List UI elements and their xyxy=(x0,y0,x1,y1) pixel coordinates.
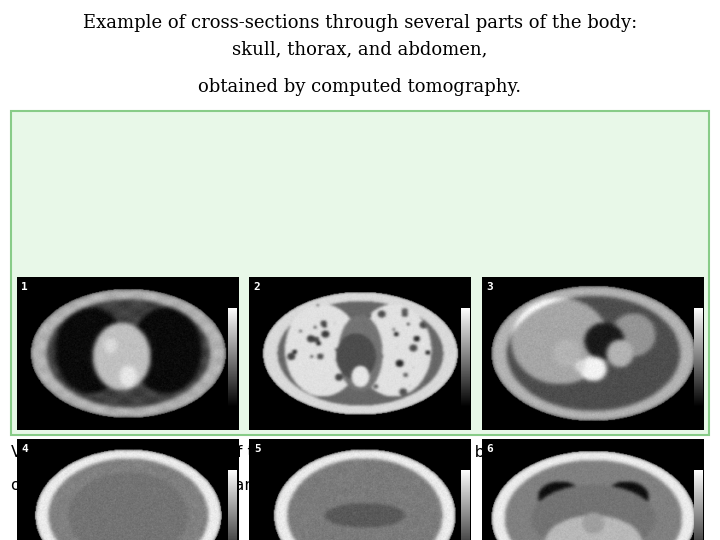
Text: skull, thorax, and abdomen,: skull, thorax, and abdomen, xyxy=(233,40,487,58)
Text: Visualization of the values of the attenuation coefficients by way: Visualization of the values of the atten… xyxy=(11,446,532,461)
Text: Example of cross-sections through several parts of the body:: Example of cross-sections through severa… xyxy=(83,14,637,31)
Text: 4: 4 xyxy=(21,444,28,454)
Text: 5: 5 xyxy=(253,444,261,454)
Text: 6: 6 xyxy=(487,444,493,454)
Text: of gray values produces an anatomic image.: of gray values produces an anatomic imag… xyxy=(11,478,369,493)
Text: 2: 2 xyxy=(253,282,261,292)
Bar xyxy=(11,111,709,435)
Text: 1: 1 xyxy=(21,282,28,292)
Text: 3: 3 xyxy=(487,282,493,292)
Text: obtained by computed tomography.: obtained by computed tomography. xyxy=(199,78,521,96)
